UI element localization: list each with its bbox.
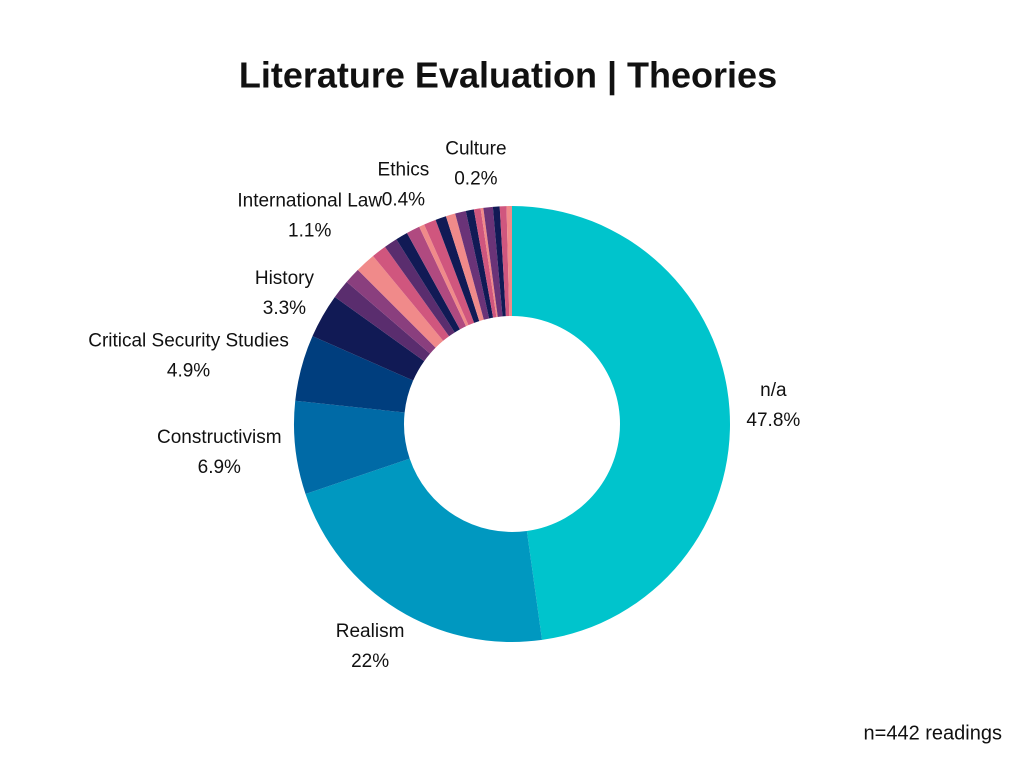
donut-slice [499, 206, 510, 317]
donut-slice [384, 239, 455, 337]
donut-slice [334, 281, 431, 362]
donut-slice [419, 224, 469, 327]
donut-slice [373, 246, 450, 341]
donut-slice [455, 210, 490, 320]
donut-slice [357, 256, 444, 348]
donut-slice [424, 219, 475, 326]
donut-slice [473, 208, 497, 318]
slice-value-label: 22% [351, 651, 389, 672]
slice-label: International Law [237, 190, 382, 211]
slice-value-label: 6.9% [198, 457, 241, 478]
footnote: n=442 readings [864, 722, 1002, 744]
donut-slice [465, 209, 494, 319]
slice-label: Constructivism [157, 427, 282, 448]
slice-value-label: 4.9% [167, 360, 210, 381]
donut-slice [294, 400, 410, 494]
donut-slice [305, 458, 543, 642]
donut-slice [396, 232, 460, 333]
slice-value-label: 1.1% [288, 220, 331, 241]
slice-label: Culture [445, 139, 506, 160]
slice-label: Realism [336, 621, 405, 642]
donut-slice [506, 206, 512, 317]
donut-slice [492, 206, 506, 317]
slice-value-label: 3.3% [263, 298, 306, 319]
donut-slice [483, 206, 503, 317]
slice-label: History [255, 268, 315, 289]
slice-label: Ethics [378, 160, 430, 181]
slice-label: Critical Security Studies [88, 330, 289, 351]
donut-slice [295, 336, 414, 413]
donut-slice [512, 206, 730, 640]
donut-slice [312, 296, 425, 381]
chart-title: Literature Evaluation | Theories [239, 55, 777, 97]
slice-value-label: 0.2% [454, 169, 497, 190]
slice-value-label: 47.8% [746, 410, 800, 431]
donut-slice [406, 226, 467, 330]
donut-slice [435, 216, 480, 323]
donut-slice [445, 213, 484, 322]
slice-value-label: 0.4% [382, 190, 425, 211]
donut-slice [480, 207, 498, 318]
slice-label: n/a [760, 380, 787, 401]
donut-slice [346, 269, 436, 354]
